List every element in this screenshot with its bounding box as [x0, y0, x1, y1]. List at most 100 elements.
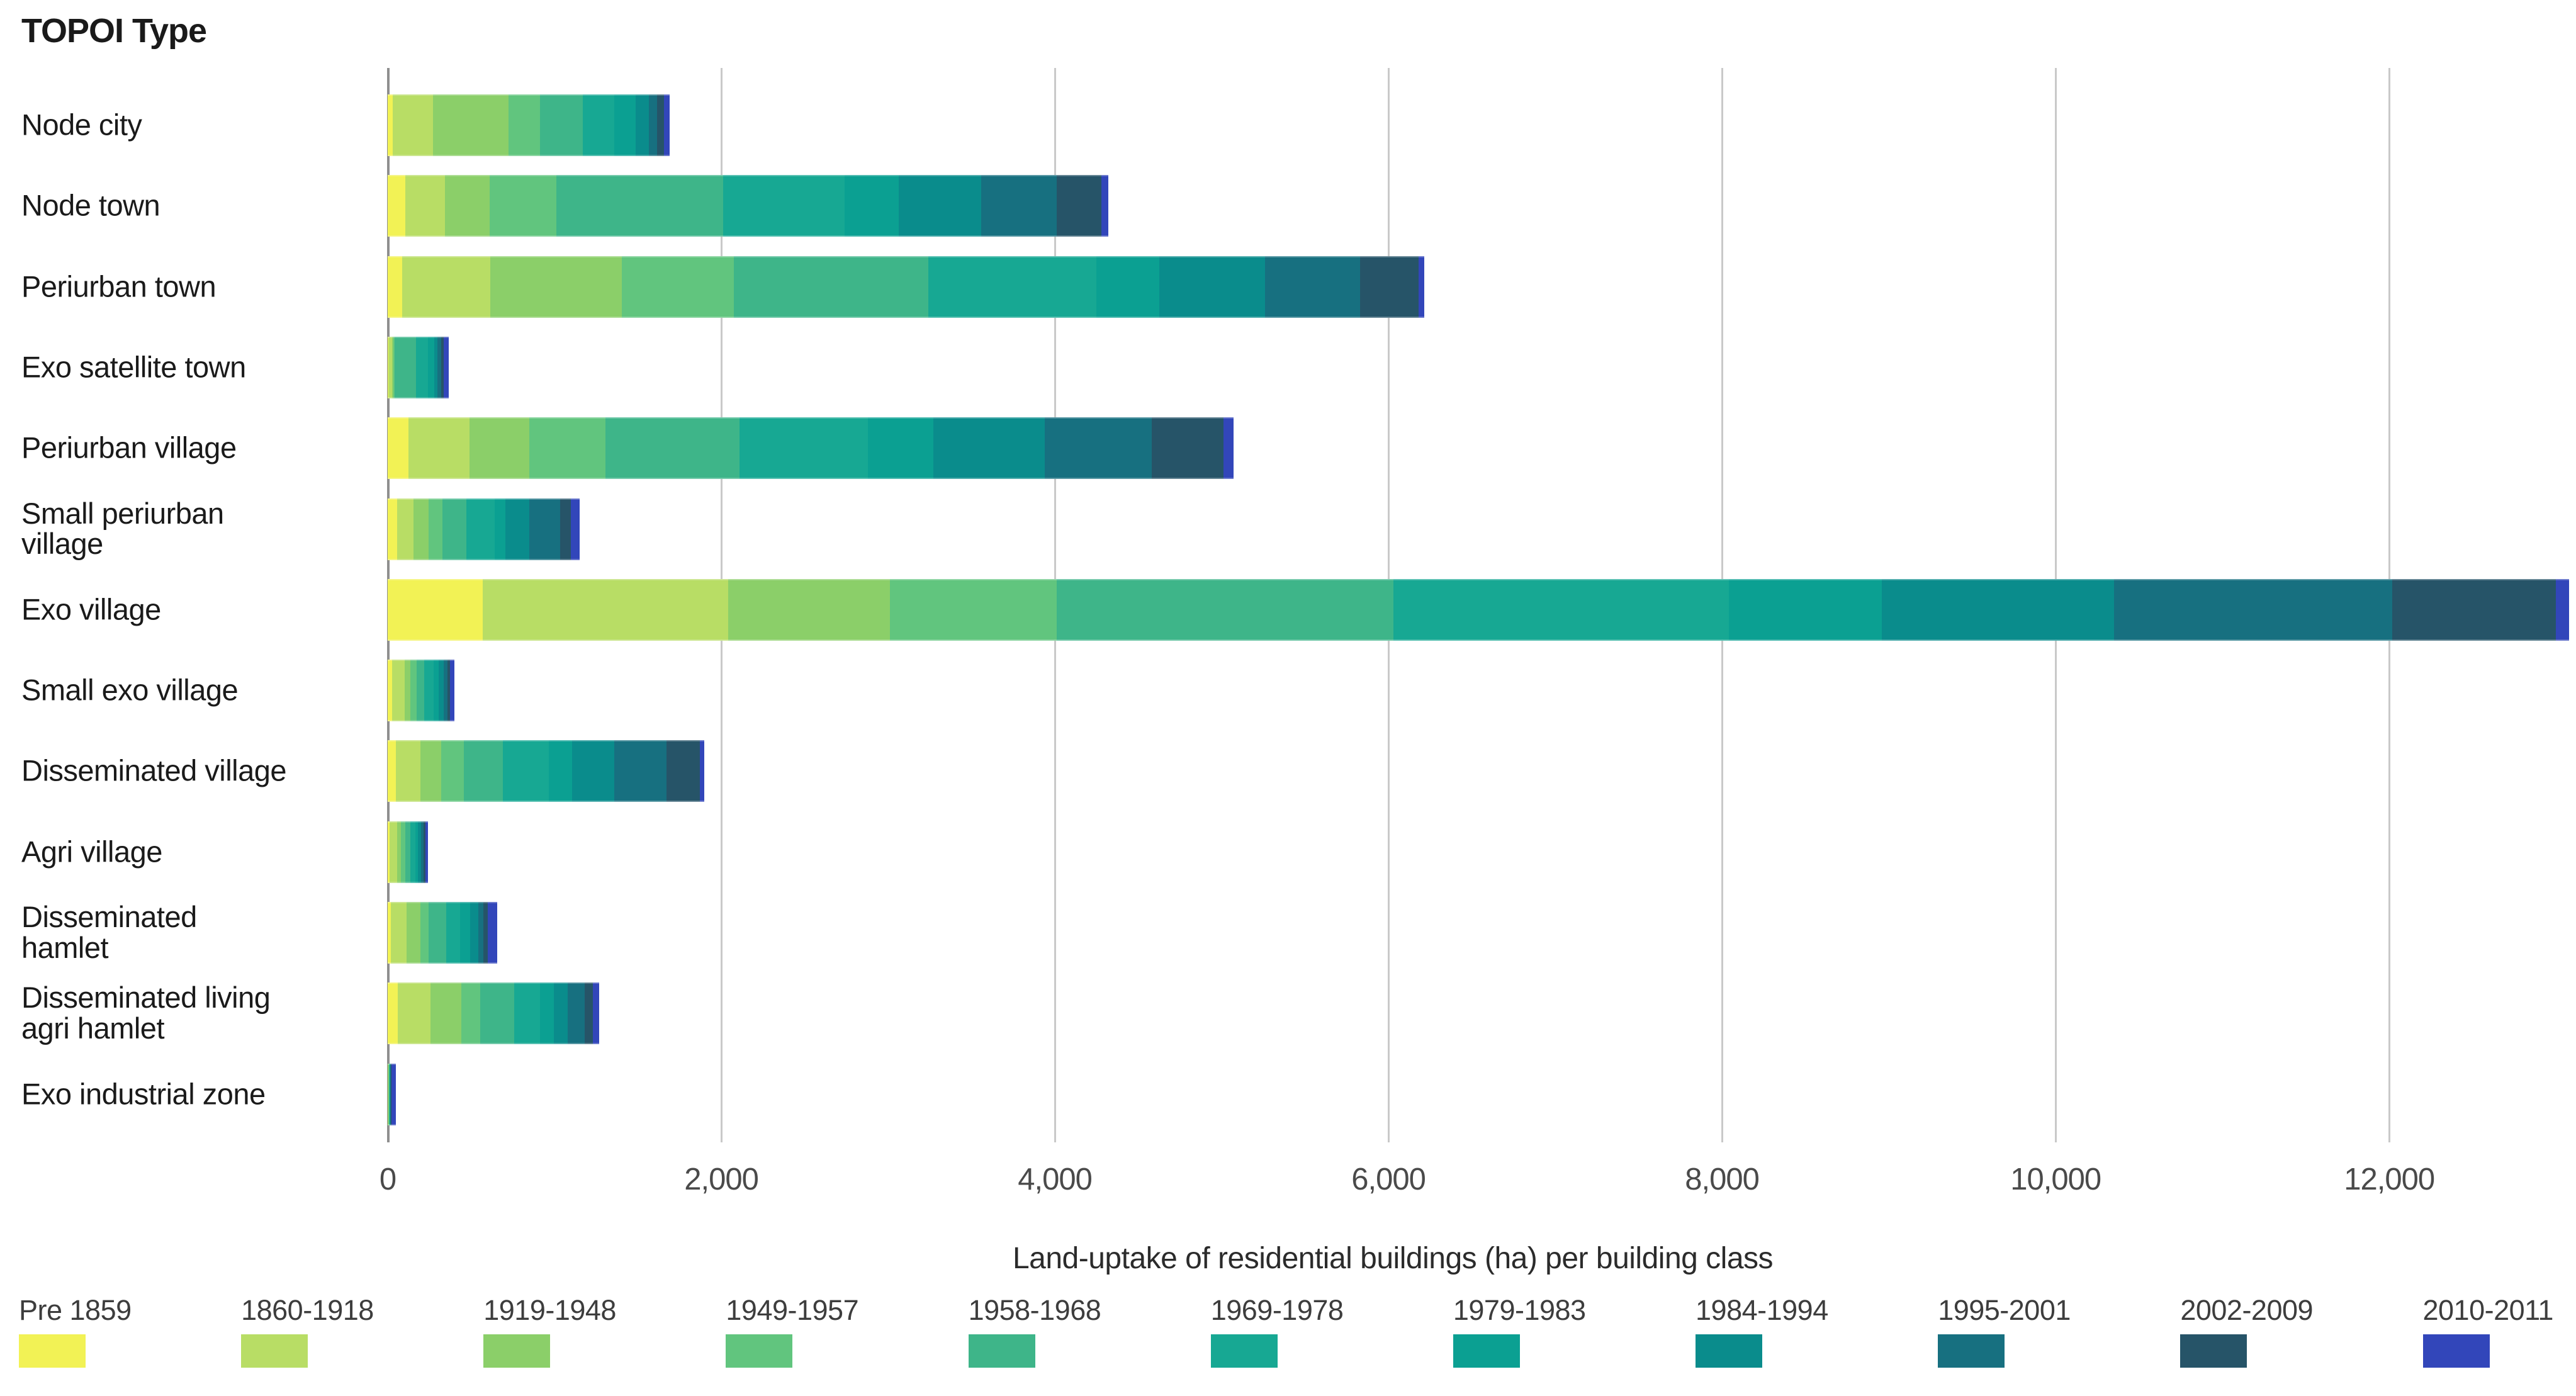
segment-1995-2001[interactable] [437, 336, 441, 398]
segment-1958-1968[interactable] [388, 1063, 390, 1125]
segment-1979-1983[interactable] [460, 902, 471, 964]
segment-1979-1983[interactable] [1096, 256, 1159, 318]
segment-1979-1983[interactable] [415, 821, 418, 883]
segment-pre-1859[interactable] [388, 740, 397, 802]
segment-pre-1859[interactable] [388, 94, 393, 156]
segment-1995-2001[interactable] [443, 660, 448, 722]
segment-1919-1948[interactable] [388, 1063, 389, 1125]
segment-1949-1957[interactable] [889, 578, 1057, 641]
segment-2002-2009[interactable] [666, 740, 700, 802]
segment-2010-2011[interactable] [425, 821, 428, 883]
legend-item-1949-1957[interactable]: 1949-1957 [726, 1294, 859, 1368]
segment-2010-2011[interactable] [592, 982, 600, 1045]
segment-1958-1968[interactable] [733, 256, 928, 318]
segment-2002-2009[interactable] [1359, 256, 1419, 318]
segment-1969-1978[interactable] [583, 94, 615, 156]
segment-1979-1983[interactable] [427, 336, 435, 398]
segment-1949-1957[interactable] [388, 1063, 389, 1125]
segment-1949-1957[interactable] [410, 660, 417, 722]
segment-1958-1968[interactable] [605, 417, 740, 480]
segment-1958-1968[interactable] [556, 175, 723, 237]
segment-1969-1978[interactable] [502, 740, 549, 802]
segment-1949-1957[interactable] [529, 417, 605, 480]
legend-item-1860-1918[interactable]: 1860-1918 [241, 1294, 374, 1368]
legend-item-1958-1968[interactable]: 1958-1968 [968, 1294, 1101, 1368]
segment-1919-1948[interactable] [391, 336, 394, 398]
segment-1995-2001[interactable] [568, 982, 585, 1045]
segment-1949-1957[interactable] [509, 94, 541, 156]
legend-item-2010-2011[interactable]: 2010-2011 [2422, 1294, 2553, 1368]
segment-1949-1957[interactable] [441, 740, 464, 802]
segment-1949-1957[interactable] [622, 256, 734, 318]
segment-1995-2001[interactable] [420, 821, 424, 883]
segment-1958-1968[interactable] [540, 94, 583, 156]
segment-1995-2001[interactable] [614, 740, 666, 802]
segment-2010-2011[interactable] [2556, 578, 2570, 641]
segment-1949-1957[interactable] [489, 175, 556, 237]
segment-2002-2009[interactable] [447, 660, 451, 722]
segment-1984-1994[interactable] [434, 336, 438, 398]
segment-1860-1918[interactable] [402, 256, 490, 318]
segment-1979-1983[interactable] [845, 175, 899, 237]
segment-1949-1957[interactable] [401, 821, 405, 883]
segment-1949-1957[interactable] [428, 498, 443, 560]
legend-item-1919-1948[interactable]: 1919-1948 [483, 1294, 616, 1368]
segment-2002-2009[interactable] [1151, 417, 1223, 480]
segment-1979-1983[interactable] [433, 660, 439, 722]
segment-1969-1978[interactable] [424, 660, 434, 722]
segment-1919-1948[interactable] [432, 94, 509, 156]
segment-2010-2011[interactable] [571, 498, 580, 560]
segment-2010-2011[interactable] [1223, 417, 1234, 480]
segment-1919-1948[interactable] [413, 498, 429, 560]
segment-1860-1918[interactable] [391, 660, 405, 722]
segment-1969-1978[interactable] [514, 982, 541, 1045]
segment-1860-1918[interactable] [397, 498, 414, 560]
segment-1860-1918[interactable] [397, 982, 430, 1045]
segment-2002-2009[interactable] [656, 94, 664, 156]
legend-item-1969-1978[interactable]: 1969-1978 [1210, 1294, 1344, 1368]
segment-2010-2011[interactable] [391, 1063, 397, 1125]
segment-1958-1968[interactable] [480, 982, 515, 1045]
segment-2010-2011[interactable] [663, 94, 670, 156]
segment-1958-1968[interactable] [394, 336, 416, 398]
legend-item-1995-2001[interactable]: 1995-2001 [1938, 1294, 2071, 1368]
segment-1984-1994[interactable] [1882, 578, 2114, 641]
segment-1995-2001[interactable] [2113, 578, 2393, 641]
segment-1984-1994[interactable] [390, 1063, 391, 1125]
segment-2010-2011[interactable] [450, 660, 454, 722]
segment-1984-1994[interactable] [438, 660, 444, 722]
segment-1984-1994[interactable] [1159, 256, 1265, 318]
legend-item-1979-1983[interactable]: 1979-1983 [1453, 1294, 1586, 1368]
segment-pre-1859[interactable] [388, 256, 402, 318]
segment-1919-1948[interactable] [404, 660, 410, 722]
segment-1969-1978[interactable] [723, 175, 845, 237]
segment-pre-1859[interactable] [388, 660, 392, 722]
segment-1979-1983[interactable] [540, 982, 554, 1045]
legend-item-1984-1994[interactable]: 1984-1994 [1696, 1294, 1828, 1368]
segment-1979-1983[interactable] [614, 94, 636, 156]
segment-1995-2001[interactable] [529, 498, 561, 560]
segment-1860-1918[interactable] [483, 578, 728, 641]
segment-1984-1994[interactable] [553, 982, 568, 1045]
segment-1958-1968[interactable] [417, 660, 425, 722]
segment-1958-1968[interactable] [442, 498, 466, 560]
segment-pre-1859[interactable] [388, 821, 390, 883]
segment-2010-2011[interactable] [1418, 256, 1424, 318]
segment-1958-1968[interactable] [428, 902, 446, 964]
segment-1995-2001[interactable] [648, 94, 657, 156]
segment-2010-2011[interactable] [487, 902, 497, 964]
segment-1984-1994[interactable] [933, 417, 1045, 480]
segment-1984-1994[interactable] [505, 498, 530, 560]
segment-pre-1859[interactable] [388, 417, 409, 480]
segment-1969-1978[interactable] [416, 336, 428, 398]
segment-1919-1948[interactable] [728, 578, 890, 641]
segment-pre-1859[interactable] [388, 578, 483, 641]
segment-1949-1957[interactable] [420, 902, 429, 964]
segment-1984-1994[interactable] [417, 821, 421, 883]
segment-1919-1948[interactable] [445, 175, 490, 237]
segment-1995-2001[interactable] [1264, 256, 1360, 318]
segment-1969-1978[interactable] [446, 902, 461, 964]
segment-1860-1918[interactable] [408, 417, 470, 480]
legend-item-pre-1859[interactable]: Pre 1859 [19, 1294, 132, 1368]
segment-1995-2001[interactable] [1045, 417, 1152, 480]
